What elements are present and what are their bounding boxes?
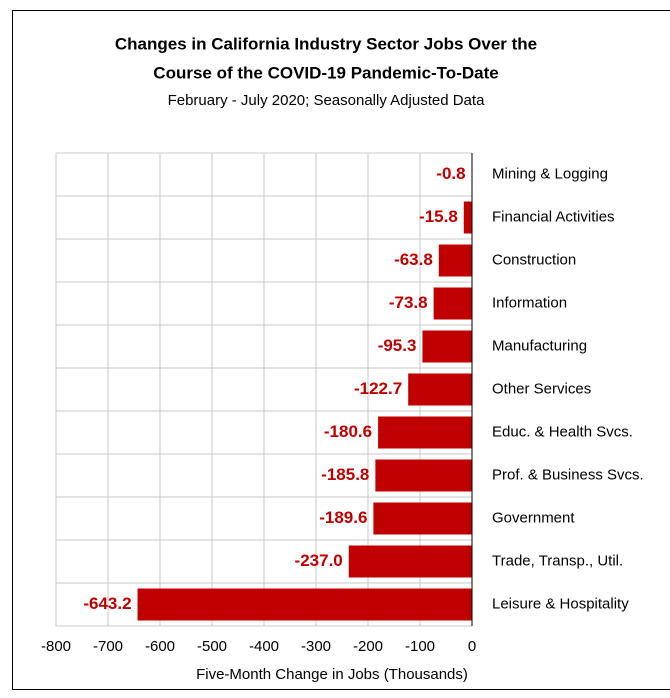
bar	[438, 244, 472, 277]
x-tick-label: 0	[468, 638, 476, 655]
y-tick-label: Financial Activities	[492, 208, 615, 225]
bar	[137, 588, 472, 621]
bar	[422, 330, 472, 363]
bar	[375, 459, 472, 492]
y-tick-label: Manufacturing	[492, 337, 587, 354]
bar	[433, 287, 472, 320]
x-tick-label: -600	[145, 638, 175, 655]
bar	[348, 545, 472, 578]
data-label: -643.2	[83, 594, 131, 613]
data-label: -95.3	[378, 336, 417, 355]
bar	[373, 502, 472, 535]
data-label: -180.6	[324, 422, 372, 441]
chart-subtitle: February - July 2020; Seasonally Adjuste…	[168, 92, 486, 109]
data-label: -73.8	[389, 293, 428, 312]
chart-frame	[12, 10, 670, 690]
data-label: -63.8	[394, 250, 433, 269]
y-tick-label: Information	[492, 294, 567, 311]
x-tick-label: -200	[353, 638, 383, 655]
bar	[378, 416, 472, 449]
data-label: -237.0	[295, 551, 343, 570]
y-tick-label: Mining & Logging	[492, 165, 608, 182]
x-tick-label: -700	[93, 638, 123, 655]
bar	[463, 201, 472, 234]
chart-title: Course of the COVID-19 Pandemic-To-Date	[153, 63, 498, 82]
data-label: -0.8	[436, 164, 465, 183]
data-label: -189.6	[319, 508, 367, 527]
data-label: -122.7	[354, 379, 402, 398]
x-tick-label: -300	[301, 638, 331, 655]
y-tick-label: Prof. & Business Svcs.	[492, 466, 644, 483]
chart-title: Changes in California Industry Sector Jo…	[115, 34, 537, 53]
x-tick-label: -400	[249, 638, 279, 655]
y-tick-label: Educ. & Health Svcs.	[492, 423, 633, 440]
x-tick-label: -100	[405, 638, 435, 655]
y-tick-label: Leisure & Hospitality	[492, 595, 629, 612]
y-tick-label: Trade, Transp., Util.	[492, 552, 623, 569]
bar	[408, 373, 472, 406]
y-tick-label: Other Services	[492, 380, 591, 397]
x-tick-label: -800	[41, 638, 71, 655]
x-tick-label: -500	[197, 638, 227, 655]
data-label: -185.8	[321, 465, 369, 484]
y-tick-label: Construction	[492, 251, 576, 268]
x-axis-label: Five-Month Change in Jobs (Thousands)	[196, 666, 468, 683]
y-tick-label: Government	[492, 509, 575, 526]
data-label: -15.8	[419, 207, 458, 226]
